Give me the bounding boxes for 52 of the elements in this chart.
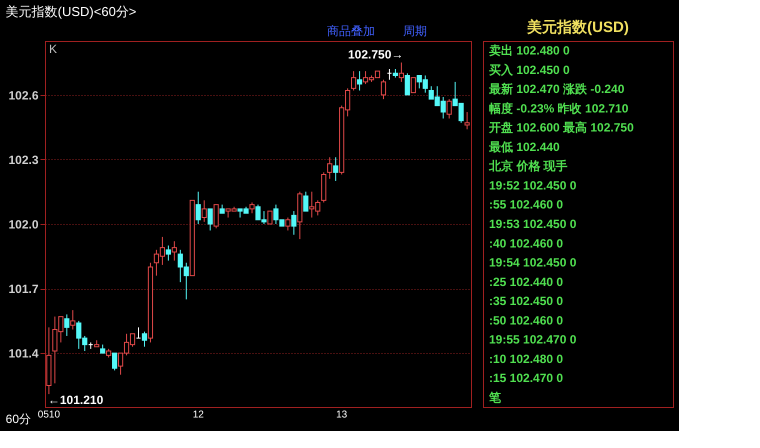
x-tick-label: 0510: [38, 410, 60, 420]
text: 美元指数(USD): [526, 18, 629, 36]
text: 19:52 102.450 0: [489, 178, 577, 192]
text: 19:53 102.450 0: [489, 217, 577, 231]
text: :10 102.480 0: [489, 352, 564, 366]
annotation: ←101.210: [48, 393, 104, 408]
candlestick: [196, 191, 201, 224]
annotation: K: [49, 42, 58, 56]
candlestick: [333, 156, 338, 182]
text: 幅度 -0.23% 昨收 102.710: [489, 101, 629, 116]
x-tick-label: 13: [336, 410, 348, 420]
candlestick: [166, 245, 171, 262]
text: 最低 102.440: [488, 140, 560, 154]
annotation: 102.750→: [348, 48, 404, 62]
text: 卖出 102.480 0: [489, 44, 570, 58]
candlestick: [142, 331, 148, 348]
text: :40 102.460 0: [489, 236, 564, 250]
text: :50 102.460 0: [489, 313, 564, 328]
candlestick: [172, 240, 177, 262]
text: :35 102.450 0: [489, 294, 564, 308]
y-tick-label: 102.3: [8, 152, 39, 167]
text: :55 102.460 0: [489, 198, 564, 212]
text: 开盘 102.600 最高 102.750: [488, 120, 634, 135]
candlestick: [464, 112, 470, 130]
candlestick: [70, 310, 76, 330]
text: :15 102.470 0: [489, 371, 564, 386]
candlestick: [46, 326, 52, 395]
candlestick: [297, 191, 302, 240]
text: 周期: [403, 24, 427, 38]
candlestick: [398, 62, 404, 82]
candlestick: [356, 70, 362, 92]
text: 19:55 102.470 0: [489, 332, 577, 347]
text: 60分: [6, 412, 31, 426]
y-tick-label: 101.7: [8, 282, 39, 296]
y-tick-label: 102.0: [8, 218, 39, 232]
x-tick-label: 12: [192, 410, 204, 420]
chart-title: 美元指数(USD)<60分>: [6, 4, 136, 19]
candlestick: [202, 200, 207, 222]
candlestick: [148, 262, 154, 343]
candlestick: [446, 98, 452, 120]
y-tick-label: 101.4: [8, 346, 39, 361]
candlestick: [327, 156, 332, 180]
text: 19:54 102.450 0: [489, 256, 577, 270]
text: 笔: [488, 390, 502, 404]
candlestick: [291, 210, 296, 236]
text: 买入 102.450 0: [489, 62, 570, 77]
text: 商品叠加: [327, 24, 375, 38]
candlestick: [64, 314, 70, 336]
text: 最新 102.470 涨跌 -0.240: [488, 82, 625, 96]
text: :25 102.440 0: [489, 274, 564, 289]
y-tick-label: 102.6: [8, 88, 39, 102]
text: 北京 价格 现手: [488, 159, 568, 174]
